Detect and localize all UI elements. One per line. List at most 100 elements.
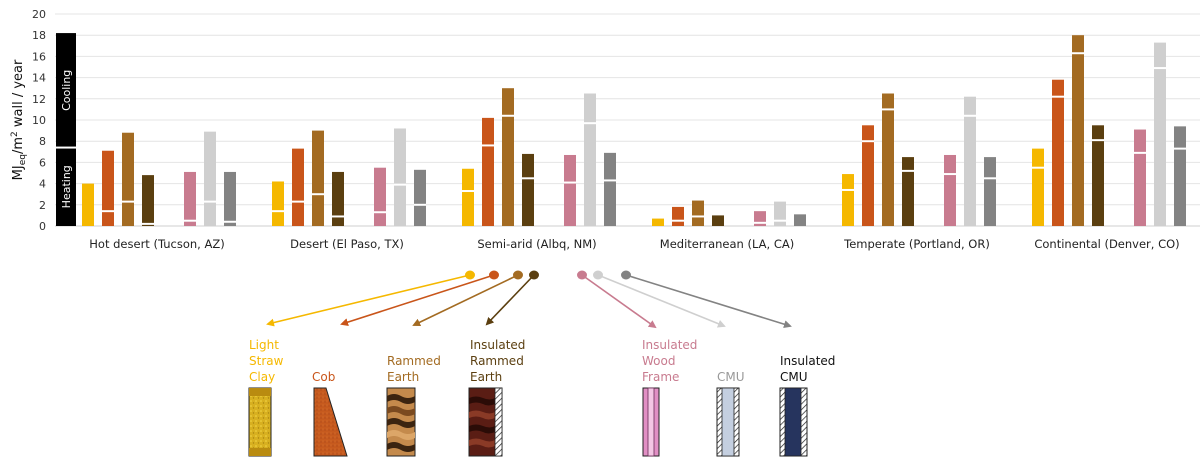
legend-swatch-insulated-rammed-layer: [469, 410, 495, 420]
legend-label: Earth: [387, 370, 419, 384]
legend-label: Light: [249, 338, 279, 352]
legend-label: Rammed: [470, 354, 524, 368]
bar-4-5: [1134, 129, 1146, 226]
x-tick-label: Desert (El Paso, TX): [290, 237, 404, 251]
y-tick-label: 8: [39, 135, 46, 148]
bar-0-0: [82, 183, 94, 226]
gridlines: [55, 13, 1200, 227]
y-tick-label: 10: [32, 114, 46, 127]
bar-1-3: [672, 206, 684, 226]
y-tick-label: 18: [32, 29, 46, 42]
bar-0-2: [462, 168, 474, 226]
heating-label: Heating: [60, 165, 73, 208]
bar-4-4: [944, 154, 956, 226]
legend-label: Insulated: [780, 354, 835, 368]
bar-1-1: [292, 148, 304, 226]
heating-cooling-side-bar: Heating Cooling: [56, 33, 76, 226]
y-axis: 0 2 4 6 8 10 12 14 16 18 20 MJeq/m2 wall / year: [10, 8, 46, 233]
bar-6-3: [794, 214, 806, 226]
legend-label: Frame: [642, 370, 679, 384]
x-axis: Hot desert (Tucson, AZ) Desert (El Paso, …: [89, 237, 1179, 251]
y-tick-label: 16: [32, 50, 46, 63]
legend-label: Insulated: [470, 338, 525, 352]
cooling-label: Cooling: [60, 70, 73, 111]
y-tick-label: 2: [39, 199, 46, 212]
bar-2-4: [882, 93, 894, 226]
bar-6-4: [984, 157, 996, 226]
bar-4-2: [564, 154, 576, 226]
legend-label: CMU: [717, 370, 745, 384]
legend-swatch-straw: [248, 387, 272, 457]
x-tick-label: Mediterranean (LA, CA): [660, 237, 794, 251]
legend-swatch-rammed-layer: [387, 406, 415, 416]
legend-label: Earth: [470, 370, 502, 384]
bar-1-0: [102, 150, 114, 226]
x-tick-label: Continental (Denver, CO): [1034, 237, 1179, 251]
legend-swatch-rammed-layer: [387, 442, 415, 452]
bar-6-5: [1174, 126, 1186, 226]
bar-4-1: [374, 167, 386, 226]
legend: Light Straw Clay Cob Rammed Earth Insulated Ram…: [248, 270, 835, 457]
legend-dot: [577, 270, 587, 280]
bar-2-5: [1072, 35, 1084, 227]
y-tick-label: 4: [39, 178, 46, 191]
x-tick-label: Temperate (Portland, OR): [843, 237, 990, 251]
y-tick-label: 12: [32, 93, 46, 106]
x-tick-label: Hot desert (Tucson, AZ): [89, 237, 224, 251]
bar-0-1: [272, 181, 284, 226]
legend-arrow: [597, 274, 726, 328]
legend-swatch-wood-core: [647, 387, 655, 457]
legend-dot: [621, 270, 631, 280]
bar-6-2: [604, 152, 616, 226]
legend-dot: [529, 270, 539, 280]
legend-swatch-insulation: [494, 387, 503, 457]
y-tick-label: 6: [39, 156, 46, 169]
legend-arrow: [581, 274, 657, 329]
legend-swatch-rammed-layer: [387, 430, 415, 440]
legend-swatch-cob: [313, 387, 348, 457]
legend-dot: [593, 270, 603, 280]
y-tick-label: 0: [39, 220, 46, 233]
bar-6-1: [414, 169, 426, 226]
bar-4-0: [184, 171, 196, 226]
legend-dot: [513, 270, 523, 280]
legend-arrow: [340, 274, 495, 326]
legend-dot: [489, 270, 499, 280]
legend-arrow: [485, 274, 535, 326]
legend-swatch-insulated-rammed-layer: [469, 438, 495, 448]
y-axis-label: MJeq/m2 wall / year: [10, 59, 28, 180]
bar-3-4: [902, 157, 914, 226]
bar-1-4: [862, 125, 874, 226]
bar-5-5: [1154, 42, 1166, 227]
bar-3-5: [1092, 125, 1104, 226]
bar-3-0: [142, 175, 154, 226]
bar-6-0: [224, 171, 236, 226]
legend-label: Rammed: [387, 354, 441, 368]
legend-swatch-straw-bottom: [249, 448, 271, 456]
legend-swatch-straw-top: [249, 388, 271, 396]
legend-label: Clay: [249, 370, 275, 384]
legend-arrow: [266, 274, 471, 327]
legend-label: Straw: [249, 354, 284, 368]
legend-label: Insulated: [642, 338, 697, 352]
bar-0-5: [1032, 148, 1044, 226]
bar-2-3: [692, 200, 704, 226]
bar-3-3: [712, 215, 724, 226]
heating-band: [56, 148, 76, 226]
bar-1-5: [1052, 79, 1064, 226]
cooling-band: [56, 33, 76, 147]
y-tick-label: 14: [32, 72, 46, 85]
bar-2-0: [122, 132, 134, 226]
bar-2-1: [312, 130, 324, 226]
legend-label: Cob: [312, 370, 335, 384]
x-tick-label: Semi-arid (Albq, NM): [477, 237, 596, 251]
bar-5-1: [394, 128, 406, 226]
bar-0-3: [652, 218, 664, 226]
bar-5-0: [204, 131, 216, 226]
bar-5-2: [584, 93, 596, 226]
legend-swatch-rammed-layer: [387, 418, 415, 428]
bar-0-4: [842, 174, 854, 226]
legend-arrow: [412, 274, 519, 327]
legend-swatch-insulated-cmu-core: [784, 387, 802, 457]
